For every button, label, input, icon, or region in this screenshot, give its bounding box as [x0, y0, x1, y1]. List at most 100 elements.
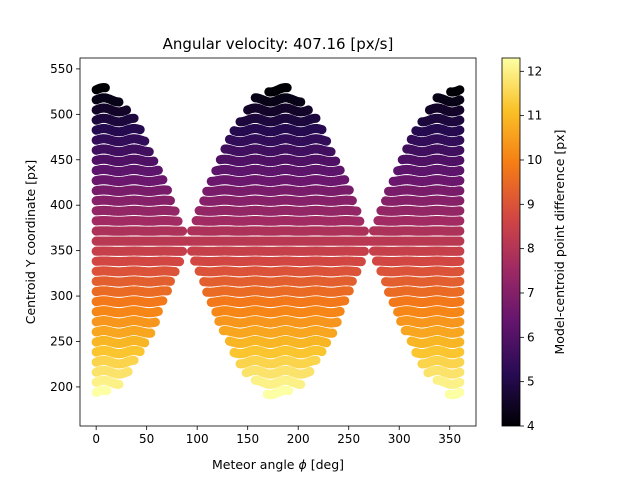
scatter-point [455, 176, 465, 186]
colorbar-tick-label: 5 [527, 375, 535, 389]
x-tick-label: 250 [337, 432, 360, 446]
scatter-point [317, 125, 327, 135]
scatter-point [455, 266, 465, 276]
colorbar-tick-label: 12 [527, 64, 542, 78]
scatter-point [140, 338, 150, 348]
scatter-point [144, 147, 154, 157]
colorbar-tick-label: 7 [527, 286, 535, 300]
scatter-point [455, 206, 465, 216]
scatter-point [317, 346, 327, 357]
scatter-point [114, 379, 124, 389]
scatter-point [158, 296, 168, 306]
scatter-point [331, 156, 341, 166]
scatter-point [344, 185, 354, 195]
scatter-point [114, 97, 124, 107]
scatter-point [455, 95, 465, 105]
scatter-point [455, 135, 465, 145]
scatter-point [455, 216, 465, 226]
scatter-point [311, 355, 321, 365]
scatter-point [158, 175, 168, 185]
scatter-point [455, 307, 465, 317]
scatter-point [455, 286, 465, 297]
scatter-point [455, 125, 465, 135]
scatter-point [332, 317, 342, 327]
scatter-point [170, 267, 180, 277]
scatter-point [455, 317, 465, 327]
x-axis-label: Meteor angle ϕ [deg] [212, 457, 344, 472]
scatter-point [328, 328, 338, 338]
x-axis: 0 50 100 150 200 250 300 350 [92, 426, 461, 446]
scatter-point [153, 306, 163, 316]
scatter-point [455, 387, 465, 397]
colorbar [501, 57, 521, 427]
scatter-point [340, 175, 350, 185]
x-tick-label: 300 [388, 432, 411, 446]
chart-title: Angular velocity: 407.16 [px/s] [163, 35, 394, 53]
scatter-points [91, 83, 465, 400]
colorbar-tick-label: 6 [527, 330, 535, 344]
colorbar-tick-label: 9 [527, 197, 535, 211]
scatter-point [150, 317, 160, 327]
y-axis-label: Centroid Y coordinate [px] [23, 160, 38, 324]
scatter-point [359, 226, 369, 236]
scatter-point [121, 105, 132, 115]
scatter-point [455, 347, 465, 357]
scatter-point [173, 216, 183, 226]
scatter-point [455, 337, 465, 347]
scatter-point [177, 226, 188, 236]
scatter-point [455, 145, 465, 155]
scatter-point [165, 276, 175, 286]
scatter-point [455, 236, 465, 246]
scatter-point [311, 113, 321, 123]
scatter-point [284, 386, 294, 396]
scatter-point [455, 246, 465, 256]
scatter-point [455, 256, 465, 266]
scatter-point [455, 186, 465, 196]
colorbar-tick-label: 4 [527, 419, 535, 433]
colorbar-label: Model-centroid point difference [px] [552, 130, 567, 355]
scatter-point [356, 257, 366, 267]
scatter-point [455, 367, 465, 377]
scatter-point [455, 105, 465, 115]
colorbar-tick-label: 10 [527, 153, 542, 167]
scatter-point [359, 246, 369, 256]
y-tick-label: 300 [50, 289, 73, 303]
scatter-point [455, 377, 465, 387]
scatter-point [153, 165, 163, 175]
scatter-point [455, 165, 465, 176]
scatter-point [296, 97, 306, 107]
scatter-point [347, 196, 357, 206]
y-tick-label: 350 [50, 244, 73, 258]
y-tick-label: 450 [50, 153, 73, 167]
scatter-point [296, 379, 306, 389]
scatter-point [305, 367, 315, 377]
x-tick-label: 0 [92, 432, 100, 446]
scatter-point [455, 276, 465, 286]
x-tick-label: 50 [139, 432, 154, 446]
scatter-point [303, 105, 313, 115]
scatter-point [455, 226, 465, 236]
scatter-point [100, 83, 110, 93]
scatter-point [335, 306, 345, 316]
x-tick-label: 350 [438, 432, 461, 446]
scatter-point [321, 136, 332, 146]
scatter-point [135, 125, 145, 135]
scatter-point [149, 156, 159, 166]
scatter-point [174, 257, 185, 267]
colorbar-tick-label: 8 [527, 242, 535, 256]
scatter-point [455, 196, 465, 206]
scatter-point [162, 286, 172, 296]
scatter-point [340, 296, 350, 306]
scatter-point [335, 165, 345, 175]
scatter-point [347, 276, 357, 286]
x-tick-label: 150 [236, 432, 259, 446]
scatter-point [140, 136, 150, 146]
scatter-point [135, 346, 145, 357]
scatter-point [455, 155, 465, 165]
scatter-point [321, 338, 332, 348]
scatter-point [455, 85, 465, 95]
scatter-point [344, 286, 354, 296]
scatter-point [352, 206, 362, 216]
